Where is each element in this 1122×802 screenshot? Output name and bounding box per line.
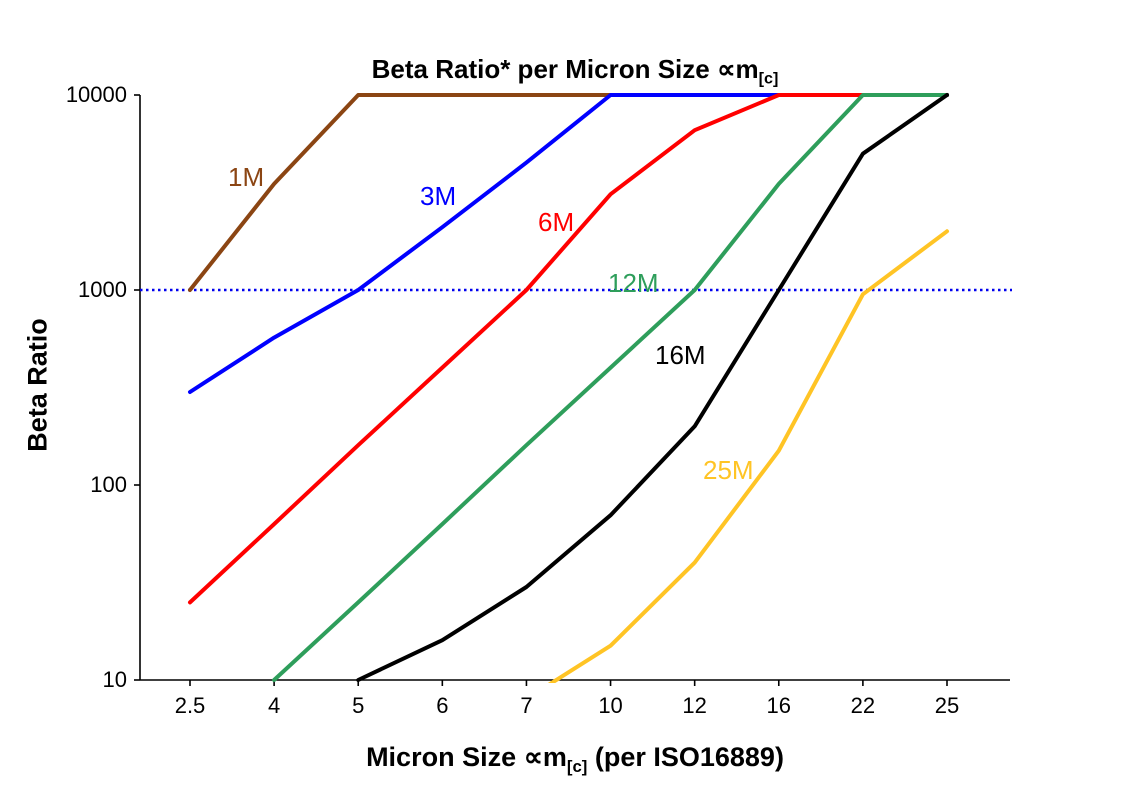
x-axis-label-post: (per ISO16889) [587,742,784,772]
x-tick-label: 10 [598,693,622,718]
x-tick-label: 16 [767,693,791,718]
x-tick-label: 5 [352,693,364,718]
series-label-1M: 1M [228,162,265,192]
x-axis-label-symbol: ∝m [523,742,567,772]
y-tick-label: 1000 [78,277,127,302]
series-line-12M [272,93,949,682]
series-label-25M: 25M [703,455,754,485]
x-tick-label: 25 [935,693,959,718]
x-tick-label: 12 [682,693,706,718]
series-line-25M [547,229,949,683]
y-tick-label: 10 [103,667,127,692]
x-tick-label: 22 [851,693,875,718]
series-line-16M [356,93,949,682]
chart-title-symbol: ∝m [716,54,759,84]
x-tick-label: 7 [520,693,532,718]
x-tick-label: 6 [436,693,448,718]
y-tick-label: 100 [90,472,127,497]
series-label-12M: 12M [608,268,659,298]
x-axis-label: Micron Size ∝m[c] (per ISO16889) [140,742,1010,777]
x-tick-label: 4 [268,693,280,718]
chart-title-main: Beta Ratio* per Micron Size [371,54,717,84]
chart-title: Beta Ratio* per Micron Size ∝m[c] [140,54,1010,89]
x-tick-label: 2.5 [175,693,206,718]
y-tick-label: 10000 [66,82,127,107]
series-label-16M: 16M [655,340,706,370]
x-axis-label-subscript: [c] [566,756,588,776]
series-lines-group [188,93,949,683]
series-label-3M: 3M [420,181,457,211]
series-label-6M: 6M [538,207,575,237]
series-line-6M [188,93,949,605]
x-axis-label-pre: Micron Size [366,742,524,772]
chart-title-subscript: [c] [758,69,779,88]
